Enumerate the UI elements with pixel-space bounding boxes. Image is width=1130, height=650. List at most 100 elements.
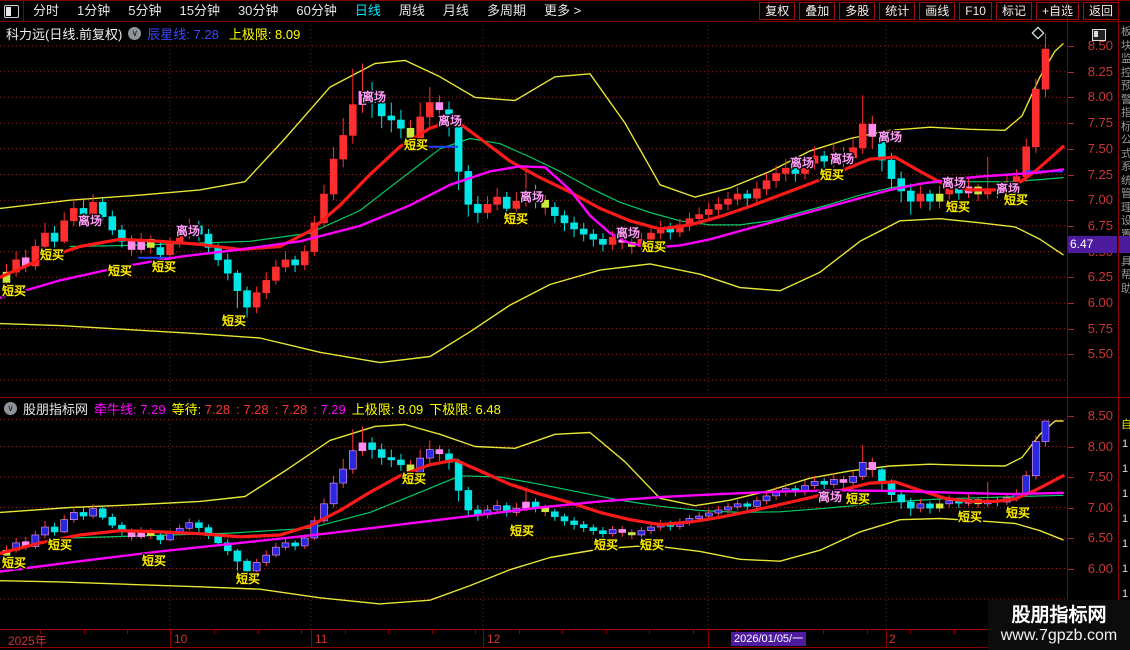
axis-tick — [1068, 538, 1074, 539]
svg-text:离场: 离场 — [790, 155, 814, 170]
right-sidebar-sliver[interactable]: 板 块 监 控 预 警 指 标 公 式 系 统 管 理 设 置 工 具 帮 助 … — [1118, 0, 1130, 650]
sidebar-clipped-text: 板 块 监 控 预 警 指 标 公 式 系 统 管 理 设 置 工 具 帮 助 — [1121, 26, 1130, 296]
action-button-5[interactable]: 画线 — [919, 2, 956, 20]
date-axis[interactable]: 2025年 10 11 12 2026/01/05/一 2 — [0, 629, 1130, 648]
action-button-1[interactable]: 复权 — [759, 2, 796, 20]
axis-label-bottom: 7.50 — [1087, 469, 1113, 484]
menu-item-11[interactable]: 更多 > — [543, 3, 582, 18]
svg-text:离场: 离场 — [996, 181, 1020, 196]
svg-text:短买: 短买 — [846, 491, 870, 506]
axis-tick — [1068, 277, 1074, 279]
svg-text:短买: 短买 — [152, 259, 176, 274]
price-axis: 8.50 8.25 8.00 7.75 7.50 7.25 7.00 6.75 6.50 6.25… — [1067, 0, 1118, 650]
axis-label-bottom: 7.00 — [1087, 499, 1113, 515]
date-tick — [84, 630, 85, 634]
svg-text:短买: 短买 — [40, 247, 64, 262]
date-tick — [693, 630, 694, 634]
svg-text:短买: 短买 — [642, 239, 666, 254]
axis-label-bottom: 6.50 — [1087, 530, 1113, 545]
svg-text:离场: 离场 — [362, 89, 386, 104]
action-button-9[interactable]: 返回 — [1082, 2, 1119, 20]
svg-text:短买: 短买 — [222, 313, 246, 328]
axis-tick — [1068, 174, 1074, 176]
menu-item-8[interactable]: 周线 — [398, 3, 425, 18]
menu-item-2[interactable]: 1分钟 — [77, 3, 111, 18]
date-tick — [301, 630, 302, 634]
date-label-2: 10 — [174, 632, 188, 646]
date-tick — [606, 630, 607, 634]
chart-title-row: 科力远(日线.前复权) ∨ 辰星线: 7.28 上极限: 8.09 — [6, 24, 310, 42]
axis-label-bottom: 8.50 — [1087, 408, 1113, 423]
action-button-2[interactable]: 叠加 — [799, 2, 836, 20]
selected-date-label: 2026/01/05/一 — [731, 632, 807, 646]
axis-tick — [1068, 200, 1074, 202]
panel-divider — [0, 397, 1130, 398]
chevron-down-icon[interactable]: ∨ — [4, 401, 17, 415]
svg-text:短买: 短买 — [142, 553, 166, 568]
axis-label-top: 7.25 — [1087, 166, 1113, 182]
svg-text:短买: 短买 — [504, 211, 528, 226]
split-panel-icon — [4, 4, 19, 18]
date-tick — [127, 630, 128, 634]
indicator-source-label: 股朋指标网 — [23, 401, 89, 417]
sidebar-marker: 自 — [1121, 416, 1130, 432]
action-button-7[interactable]: 标记 — [995, 2, 1032, 20]
axis-tick — [1068, 446, 1074, 448]
menu-item-1[interactable]: 分时 — [33, 3, 60, 18]
svg-text:离场: 离场 — [878, 129, 902, 144]
indicator-panel-values: 牵牛线: 7.29 等待: 7.28: 7.28: 7.28: 7.29 上极限: … — [94, 399, 507, 418]
action-button-6[interactable]: F10 — [959, 2, 992, 20]
panel2-indicator-2: 等待: 7.28 — [171, 401, 231, 417]
date-tick — [867, 630, 868, 634]
menu-item-10[interactable]: 多周期 — [486, 3, 526, 18]
action-button-8[interactable]: +自选 — [1035, 2, 1079, 20]
menu-item-3[interactable]: 5分钟 — [128, 3, 162, 18]
svg-text:短买: 短买 — [1004, 192, 1028, 207]
watermark-box: 股朋指标网 www.7gpzb.com — [988, 600, 1130, 650]
menu-item-6[interactable]: 60分钟 — [296, 3, 337, 18]
action-button-4[interactable]: 统计 — [879, 2, 916, 20]
month-separator — [708, 630, 709, 648]
date-tick — [388, 630, 389, 634]
indicator-panel-header: ∨ 股朋指标网 牵牛线: 7.29 等待: 7.28: 7.28: 7.28: 7… — [4, 399, 507, 417]
header-dotted-rule — [0, 419, 1067, 420]
panel2-indicator-1: 牵牛线: 7.29 — [94, 401, 166, 417]
axis-label-top: 6.75 — [1087, 217, 1113, 233]
svg-text:短买: 短买 — [510, 523, 534, 538]
date-tick — [214, 630, 215, 634]
svg-text:短买: 短买 — [2, 283, 26, 298]
axis-tick — [1068, 477, 1074, 478]
action-button-3[interactable]: 多股 — [839, 2, 876, 20]
date-label-6: 2 — [889, 632, 896, 646]
title-indicator-2: 上极限: 8.09 — [228, 26, 301, 42]
indicator-values: 辰星线: 7.28 上极限: 8.09 — [147, 24, 310, 43]
axis-tick — [1068, 123, 1074, 125]
svg-text:短买: 短买 — [402, 471, 426, 486]
menu-item-4[interactable]: 15分钟 — [179, 3, 220, 18]
chevron-down-icon[interactable]: ∨ — [128, 26, 142, 40]
menu-item-5[interactable]: 30分钟 — [237, 3, 279, 18]
layout-toggle-button[interactable] — [0, 1, 24, 21]
svg-text:离场: 离场 — [176, 223, 200, 238]
panel2-indicator-4: : 7.28 — [274, 401, 308, 417]
month-separator — [483, 630, 484, 648]
date-tick — [40, 630, 41, 634]
svg-text:离场: 离场 — [78, 213, 102, 228]
price-badge: 6.47 — [1068, 236, 1117, 253]
axis-tick — [1068, 328, 1074, 330]
axis-label-top: 5.75 — [1087, 320, 1113, 336]
menu-item-9[interactable]: 月线 — [442, 3, 469, 18]
month-separator — [170, 630, 171, 648]
axis-tick — [1068, 568, 1074, 570]
date-tick — [519, 630, 520, 634]
date-tick — [562, 630, 563, 634]
svg-text:短买: 短买 — [820, 167, 844, 182]
menu-item-7[interactable]: 日线 — [354, 3, 381, 18]
axis-corner-icon[interactable] — [1092, 29, 1106, 41]
axis-tick — [1068, 354, 1074, 356]
axis-tick — [1068, 507, 1074, 509]
watermark-title: 股朋指标网 — [1011, 605, 1107, 626]
